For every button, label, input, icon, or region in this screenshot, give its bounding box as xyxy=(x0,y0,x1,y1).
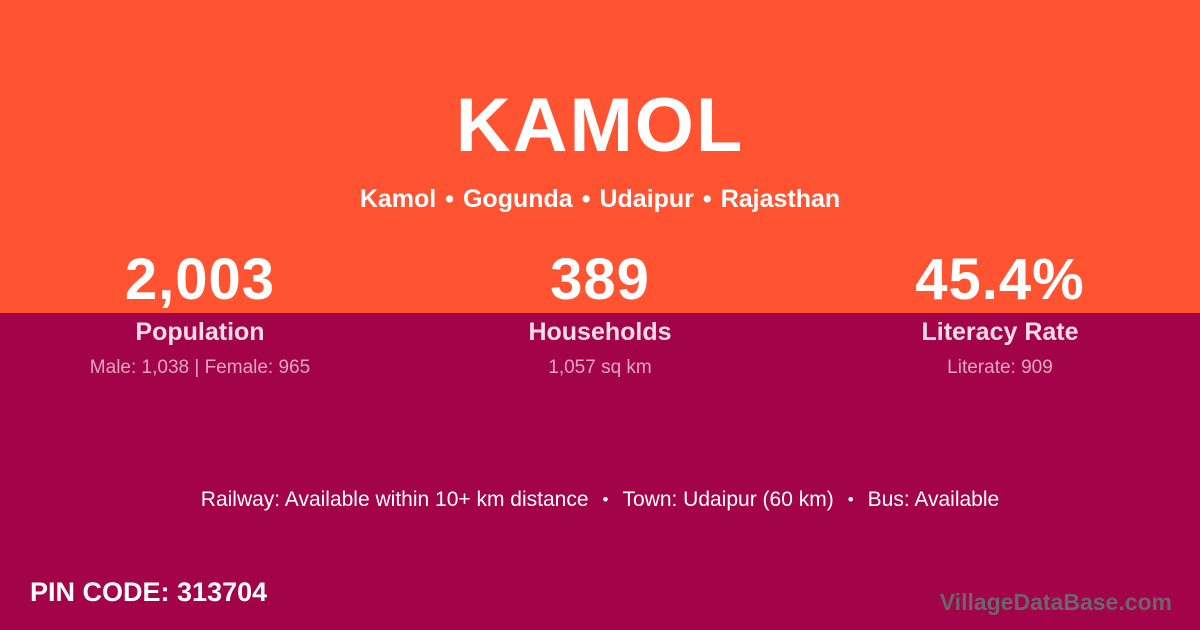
railway-info: Railway: Available within 10+ km distanc… xyxy=(200,488,589,511)
bullet-separator: • xyxy=(847,490,854,509)
breadcrumb-separator: • xyxy=(702,185,712,213)
breadcrumb: Kamol • Gogunda • Udaipur • Rajasthan xyxy=(0,184,1200,214)
pin-code-value: 313704 xyxy=(177,577,268,607)
households-value: 389 xyxy=(550,247,650,312)
population-label: Population xyxy=(135,318,265,346)
bullet-separator: • xyxy=(602,490,609,509)
literacy-detail: Literate: 909 xyxy=(947,357,1053,378)
literacy-value: 45.4% xyxy=(915,247,1085,312)
town-info: Town: Udaipur (60 km) xyxy=(622,488,834,511)
breadcrumb-item-village: Kamol xyxy=(359,185,437,213)
watermark: VillageDataBase.com xyxy=(939,589,1172,615)
stat-column-population: 2,003 Population Male: 1,038 | Female: 9… xyxy=(0,249,400,379)
literacy-label: Literacy Rate xyxy=(921,318,1079,346)
stat-column-households: 389 Households 1,057 sq km xyxy=(400,249,800,379)
transport-info-line: Railway: Available within 10+ km distanc… xyxy=(0,487,1200,513)
pin-code: PIN CODE: 313704 xyxy=(30,577,267,607)
stat-column-literacy: 45.4% Literacy Rate Literate: 909 xyxy=(800,249,1200,379)
population-detail: Male: 1,038 | Female: 965 xyxy=(89,357,311,378)
population-value: 2,003 xyxy=(124,247,276,312)
pin-code-label: PIN CODE: xyxy=(30,577,170,607)
village-name-title: KAMOL xyxy=(455,83,745,168)
bus-info: Bus: Available xyxy=(867,488,1000,511)
breadcrumb-item-district: Udaipur xyxy=(599,185,694,213)
breadcrumb-item-block: Gogunda xyxy=(462,185,573,213)
orange-header-background xyxy=(0,0,1200,313)
breadcrumb-separator: • xyxy=(581,185,591,213)
breadcrumb-item-state: Rajasthan xyxy=(720,185,841,213)
breadcrumb-separator: • xyxy=(445,185,454,213)
stats-row: 2,003 Population Male: 1,038 | Female: 9… xyxy=(0,249,1200,379)
households-label: Households xyxy=(528,318,672,346)
households-detail: 1,057 sq km xyxy=(548,357,652,378)
